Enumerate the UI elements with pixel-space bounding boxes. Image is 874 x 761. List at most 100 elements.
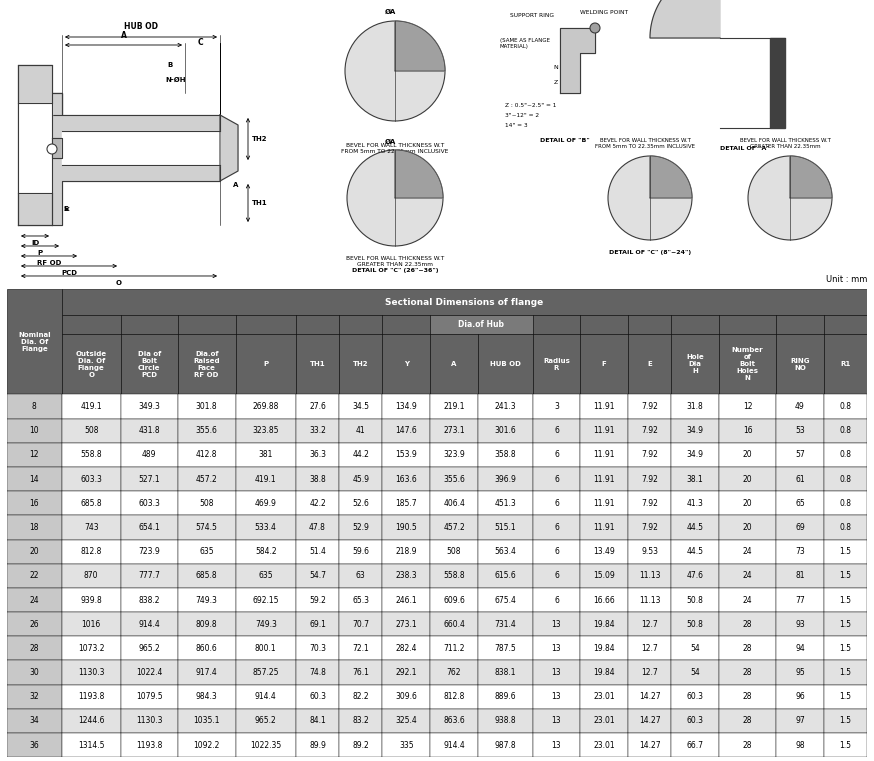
Text: 61: 61	[795, 475, 805, 484]
Text: 917.4: 917.4	[196, 668, 218, 677]
Bar	[61, 588, 121, 612]
Bar	[824, 419, 867, 443]
Bar	[776, 394, 824, 419]
Text: 24: 24	[30, 596, 39, 604]
Bar	[478, 394, 532, 419]
Text: 19.1: 19.1	[401, 186, 413, 190]
Text: 77: 77	[795, 596, 805, 604]
Text: 269.88: 269.88	[253, 402, 279, 411]
Bar	[776, 733, 824, 757]
Text: 11.91: 11.91	[593, 498, 615, 508]
Text: 558.8: 558.8	[443, 572, 465, 581]
Bar	[177, 394, 236, 419]
Polygon shape	[790, 156, 832, 198]
Text: 32.5°: 32.5°	[409, 192, 424, 196]
Bar	[236, 540, 296, 564]
Text: BEVEL FOR WALL THICKNESS W.T
GREATER THAN 22.35mm: BEVEL FOR WALL THICKNESS W.T GREATER THA…	[739, 138, 830, 149]
Bar	[177, 661, 236, 685]
Bar	[430, 685, 478, 708]
Bar	[7, 289, 61, 394]
Bar	[628, 394, 671, 419]
Bar	[7, 467, 61, 491]
Bar	[532, 636, 580, 661]
Circle shape	[345, 21, 445, 121]
Bar	[430, 394, 478, 419]
Bar	[121, 636, 177, 661]
Text: 6: 6	[554, 498, 558, 508]
Bar	[719, 636, 776, 661]
Text: 66.7: 66.7	[687, 740, 704, 750]
Bar	[671, 636, 719, 661]
Bar	[236, 708, 296, 733]
Text: 3.8: 3.8	[794, 160, 802, 164]
Text: 273.1: 273.1	[443, 426, 465, 435]
Text: 1079.5: 1079.5	[135, 693, 163, 701]
Bar	[580, 540, 628, 564]
Text: 7.92: 7.92	[642, 451, 658, 460]
Bar	[430, 612, 478, 636]
Bar	[121, 708, 177, 733]
Bar	[580, 333, 628, 394]
Text: 20: 20	[743, 498, 753, 508]
Text: 19.84: 19.84	[593, 619, 615, 629]
Bar	[339, 515, 383, 540]
Bar	[628, 685, 671, 708]
Bar	[339, 491, 383, 515]
Bar	[628, 333, 671, 394]
Text: PCD: PCD	[61, 270, 77, 276]
Text: 889.6: 889.6	[495, 693, 516, 701]
Bar	[628, 467, 671, 491]
Text: 34: 34	[30, 716, 39, 725]
Text: 241.3: 241.3	[495, 402, 516, 411]
Text: 74.8: 74.8	[309, 668, 326, 677]
Bar	[296, 419, 339, 443]
Bar	[383, 394, 430, 419]
Text: 12.7: 12.7	[642, 619, 658, 629]
Bar	[824, 491, 867, 515]
Text: 81: 81	[795, 572, 805, 581]
Text: 419.1: 419.1	[255, 475, 276, 484]
Text: 41.3: 41.3	[687, 498, 704, 508]
Text: 1.5: 1.5	[839, 693, 851, 701]
Text: 358.8: 358.8	[495, 451, 516, 460]
Bar	[383, 443, 430, 467]
Bar	[61, 708, 121, 733]
Text: 89.9: 89.9	[309, 740, 326, 750]
Bar	[383, 733, 430, 757]
Bar	[121, 315, 177, 333]
Bar	[628, 515, 671, 540]
Text: 16: 16	[743, 426, 753, 435]
Bar	[824, 394, 867, 419]
Bar	[383, 467, 430, 491]
Bar	[824, 733, 867, 757]
Text: 11.13: 11.13	[639, 596, 661, 604]
Text: 938.8: 938.8	[495, 716, 516, 725]
Text: 7.92: 7.92	[642, 475, 658, 484]
Bar	[671, 661, 719, 685]
Text: B: B	[168, 62, 173, 68]
Text: 987.8: 987.8	[495, 740, 516, 750]
Bar	[628, 708, 671, 733]
Text: N-ØH: N-ØH	[165, 77, 185, 83]
Bar	[671, 394, 719, 419]
Text: F: F	[602, 361, 607, 367]
Text: 1022.4: 1022.4	[136, 668, 163, 677]
Text: 282.4: 282.4	[396, 644, 417, 653]
Text: 711.2: 711.2	[443, 644, 465, 653]
Bar	[61, 394, 121, 419]
Text: HUB OD: HUB OD	[489, 361, 521, 367]
Text: 246.1: 246.1	[395, 596, 417, 604]
Text: 603.3: 603.3	[138, 498, 160, 508]
Bar	[671, 733, 719, 757]
Bar	[671, 612, 719, 636]
Text: 1.5: 1.5	[839, 740, 851, 750]
Bar	[824, 636, 867, 661]
Bar	[61, 443, 121, 467]
Text: 83.2: 83.2	[352, 716, 369, 725]
Bar	[824, 564, 867, 588]
Bar	[121, 394, 177, 419]
Text: 20: 20	[743, 523, 753, 532]
Text: 38.1: 38.1	[687, 475, 704, 484]
Text: TH2: TH2	[252, 136, 267, 142]
Text: 1035.1: 1035.1	[193, 716, 220, 725]
